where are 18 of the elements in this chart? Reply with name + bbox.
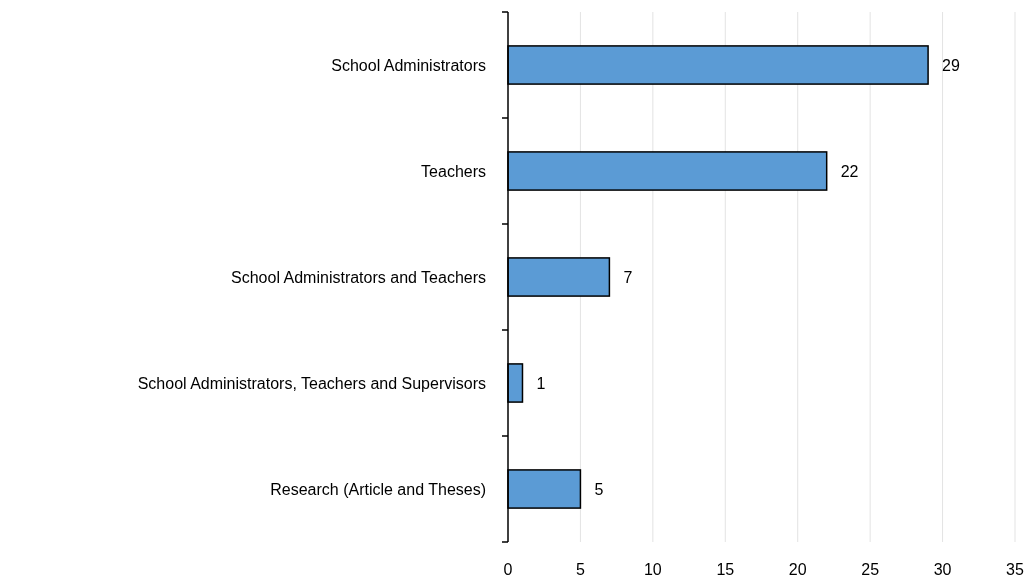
x-tick-label: 35	[1006, 561, 1024, 578]
x-tick-label: 10	[643, 561, 662, 578]
x-tick-label: 0	[503, 561, 513, 578]
y-tick-label: Research (Article and Theses)	[270, 480, 486, 498]
data-label: 29	[942, 56, 960, 74]
data-label: 1	[536, 374, 546, 392]
y-tick-label: School Administrators and Teachers	[231, 268, 486, 286]
x-tick-label: 30	[933, 561, 952, 578]
x-tick-label: 15	[716, 561, 735, 578]
data-label: 7	[623, 268, 633, 286]
x-tick-label: 5	[575, 561, 585, 578]
data-label: 22	[840, 162, 859, 180]
y-tick-label: School Administrators	[331, 56, 486, 74]
y-tick-label: Teachers	[421, 162, 486, 180]
y-tick-label: School Administrators, Teachers and Supervisors	[137, 374, 486, 392]
x-tick-label: 25	[861, 561, 880, 578]
x-tick-label: 20	[788, 561, 807, 578]
data-label: 5	[594, 480, 604, 498]
